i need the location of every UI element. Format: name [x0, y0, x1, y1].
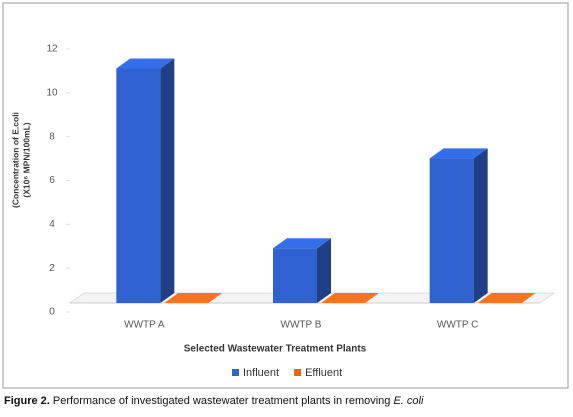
bar-side	[160, 58, 175, 303]
x-tick-label: WWTP B	[281, 320, 322, 331]
caption-text: Performance of investigated wastewater t…	[52, 395, 391, 407]
x-tick-label: WWTP A	[124, 320, 165, 331]
legend-swatch	[232, 369, 239, 376]
y-tick-label: 8	[49, 131, 55, 142]
bar-front	[273, 248, 317, 303]
bar-top	[477, 293, 536, 303]
x-axis-label: Selected Wastewater Treatment Plants	[184, 344, 367, 355]
y-axis-label: (X10⁶ MPN/100mL)	[21, 122, 31, 197]
bar-top	[321, 293, 379, 303]
y-tick-label: 0	[49, 307, 55, 318]
y-tick-label: 10	[46, 87, 58, 98]
x-tick-label: WWTP C	[437, 320, 478, 331]
bar-side	[473, 148, 488, 303]
bar-front	[116, 68, 161, 303]
bar-side	[317, 238, 331, 303]
y-axis-label: (Concentration of E.coli	[10, 112, 20, 208]
legend-label: Effluent	[305, 367, 342, 379]
y-tick-label: 4	[49, 219, 55, 230]
legend-swatch	[294, 369, 302, 376]
y-tick-label: 2	[49, 263, 55, 274]
frame	[2, 2, 569, 389]
y-tick-label: 12	[46, 44, 58, 55]
y-tick-label: 6	[49, 175, 55, 186]
bar-top	[429, 148, 488, 159]
legend-label: Influent	[243, 367, 279, 379]
bar-top	[273, 238, 331, 249]
bar-top	[164, 293, 223, 303]
bar-top	[116, 58, 175, 69]
figure-caption: Figure 2. Performance of investigated wa…	[4, 395, 423, 407]
bar-front	[429, 158, 474, 303]
caption-species: E. coli	[393, 395, 424, 407]
caption-label: Figure 2.	[4, 395, 50, 407]
